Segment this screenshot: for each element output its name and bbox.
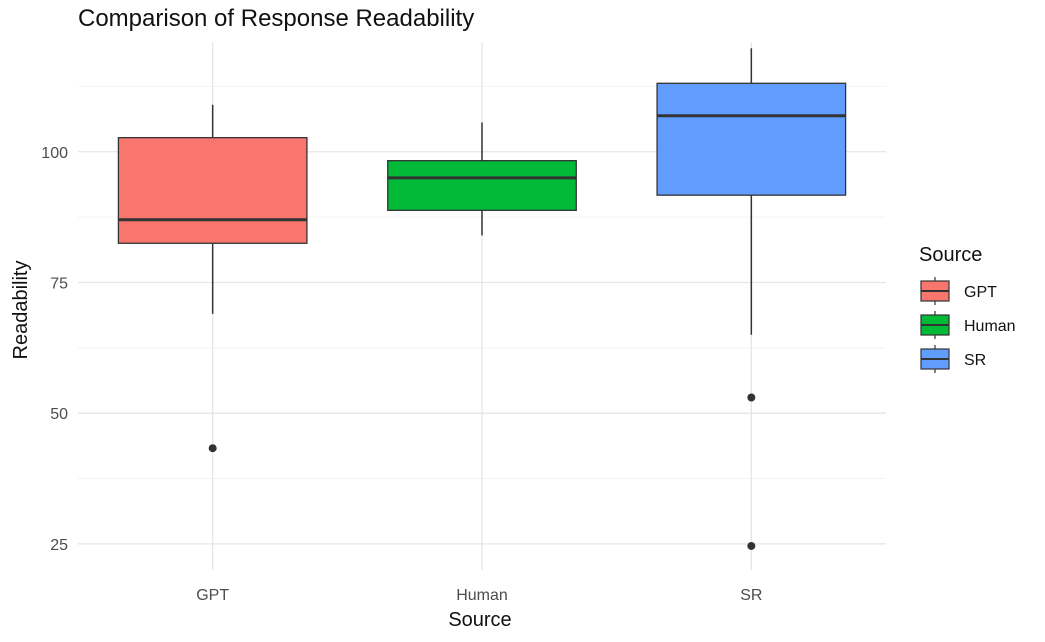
outlier-point	[747, 393, 756, 402]
legend-label: Human	[964, 318, 1016, 335]
y-tick-label: 75	[50, 275, 68, 292]
legend-label: SR	[964, 352, 986, 369]
x-axis-title: Source	[448, 609, 511, 631]
box	[656, 82, 847, 196]
box	[387, 160, 577, 211]
outlier-point	[208, 444, 217, 453]
legend: Source GPT Human SR	[919, 244, 1016, 373]
y-axis-title: Readability	[10, 261, 32, 360]
chart-title: Comparison of Response Readability	[78, 5, 474, 32]
x-tick-label: Human	[456, 587, 508, 604]
x-tick-label: GPT	[196, 587, 229, 604]
legend-title: Source	[919, 244, 982, 266]
box	[117, 137, 308, 244]
boxes	[117, 48, 847, 550]
y-tick-label: 50	[50, 406, 68, 423]
y-tick-label: 25	[50, 537, 68, 554]
x-tick-label: SR	[740, 587, 762, 604]
y-tick-label: 100	[41, 145, 68, 162]
axis-ticks: 25 50 75 100 GPT Human SR	[41, 145, 762, 604]
legend-label: GPT	[964, 284, 997, 301]
outlier-point	[747, 541, 756, 550]
